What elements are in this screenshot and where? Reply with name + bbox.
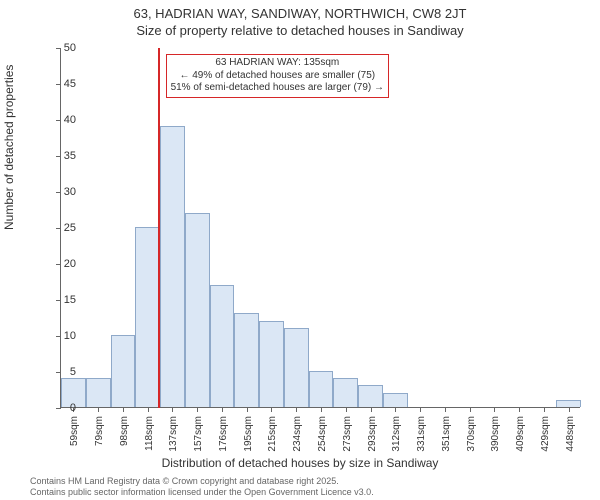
x-tick	[519, 407, 520, 412]
x-tick-label: 79sqm	[94, 416, 105, 446]
x-tick	[296, 407, 297, 412]
x-tick	[569, 407, 570, 412]
annotation-box: 63 HADRIAN WAY: 135sqm← 49% of detached …	[166, 54, 389, 98]
y-tick-label: 15	[64, 294, 76, 306]
histogram-bar	[358, 385, 383, 407]
x-tick-label: 176sqm	[218, 416, 229, 452]
histogram-bar	[185, 213, 210, 407]
x-tick-label: 429sqm	[540, 416, 551, 452]
x-tick	[346, 407, 347, 412]
x-tick-label: 157sqm	[193, 416, 204, 452]
x-tick-label: 409sqm	[515, 416, 526, 452]
y-tick-label: 30	[64, 186, 76, 198]
y-tick	[56, 84, 61, 85]
x-tick-label: 390sqm	[490, 416, 501, 452]
x-tick	[321, 407, 322, 412]
footer-line1: Contains HM Land Registry data © Crown c…	[30, 476, 374, 487]
y-tick	[56, 192, 61, 193]
x-tick	[271, 407, 272, 412]
y-tick	[56, 408, 61, 409]
histogram-bar	[333, 378, 358, 407]
x-tick	[247, 407, 248, 412]
annotation-line1: 63 HADRIAN WAY: 135sqm	[171, 57, 384, 70]
x-tick	[445, 407, 446, 412]
y-tick	[56, 336, 61, 337]
x-tick-label: 195sqm	[243, 416, 254, 452]
x-tick-label: 448sqm	[565, 416, 576, 452]
title-line1: 63, HADRIAN WAY, SANDIWAY, NORTHWICH, CW…	[0, 6, 600, 23]
histogram-bar	[234, 313, 259, 407]
histogram-bar	[556, 400, 581, 407]
y-tick-label: 25	[64, 222, 76, 234]
x-tick	[148, 407, 149, 412]
y-axis-label: Number of detached properties	[2, 65, 16, 230]
histogram-bar	[383, 393, 408, 407]
footer-line2: Contains public sector information licen…	[30, 487, 374, 498]
x-tick-label: 254sqm	[317, 416, 328, 452]
x-tick-label: 370sqm	[466, 416, 477, 452]
x-tick	[470, 407, 471, 412]
title-line2: Size of property relative to detached ho…	[0, 23, 600, 40]
x-tick	[98, 407, 99, 412]
y-tick	[56, 300, 61, 301]
histogram-bar	[259, 321, 284, 407]
x-tick	[371, 407, 372, 412]
x-tick-label: 312sqm	[391, 416, 402, 452]
y-tick-label: 35	[64, 150, 76, 162]
histogram-bar	[86, 378, 111, 407]
x-tick	[494, 407, 495, 412]
y-tick	[56, 48, 61, 49]
x-tick-label: 98sqm	[119, 416, 130, 446]
x-tick	[123, 407, 124, 412]
y-tick-label: 50	[64, 42, 76, 54]
y-tick	[56, 264, 61, 265]
x-tick	[395, 407, 396, 412]
y-tick	[56, 156, 61, 157]
x-tick	[420, 407, 421, 412]
histogram-bar	[284, 328, 309, 407]
histogram-chart: 63 HADRIAN WAY: 135sqm← 49% of detached …	[60, 48, 580, 408]
x-tick-label: 351sqm	[441, 416, 452, 452]
annotation-line2: ← 49% of detached houses are smaller (75…	[171, 70, 384, 83]
chart-title: 63, HADRIAN WAY, SANDIWAY, NORTHWICH, CW…	[0, 0, 600, 40]
x-tick-label: 118sqm	[144, 416, 155, 451]
x-tick-label: 273sqm	[342, 416, 353, 452]
y-tick-label: 45	[64, 78, 76, 90]
x-axis-label: Distribution of detached houses by size …	[0, 456, 600, 470]
footer-attribution: Contains HM Land Registry data © Crown c…	[30, 476, 374, 498]
x-tick-label: 331sqm	[416, 416, 427, 452]
y-tick-label: 0	[70, 402, 76, 414]
x-tick	[544, 407, 545, 412]
x-tick-label: 137sqm	[168, 416, 179, 452]
marker-line	[158, 48, 160, 408]
y-tick	[56, 372, 61, 373]
x-tick-label: 234sqm	[292, 416, 303, 452]
x-tick-label: 215sqm	[267, 416, 278, 452]
y-tick-label: 20	[64, 258, 76, 270]
y-tick	[56, 120, 61, 121]
x-tick	[197, 407, 198, 412]
histogram-bar	[111, 335, 136, 407]
annotation-line3: 51% of semi-detached houses are larger (…	[171, 82, 384, 95]
y-tick-label: 5	[70, 366, 76, 378]
y-tick	[56, 228, 61, 229]
histogram-bar	[210, 285, 235, 407]
histogram-bar	[135, 227, 160, 407]
x-tick	[172, 407, 173, 412]
y-tick-label: 10	[64, 330, 76, 342]
x-tick-label: 293sqm	[367, 416, 378, 452]
histogram-bar	[160, 126, 185, 407]
histogram-bar	[309, 371, 334, 407]
x-tick-label: 59sqm	[69, 416, 80, 446]
y-tick-label: 40	[64, 114, 76, 126]
x-tick	[222, 407, 223, 412]
